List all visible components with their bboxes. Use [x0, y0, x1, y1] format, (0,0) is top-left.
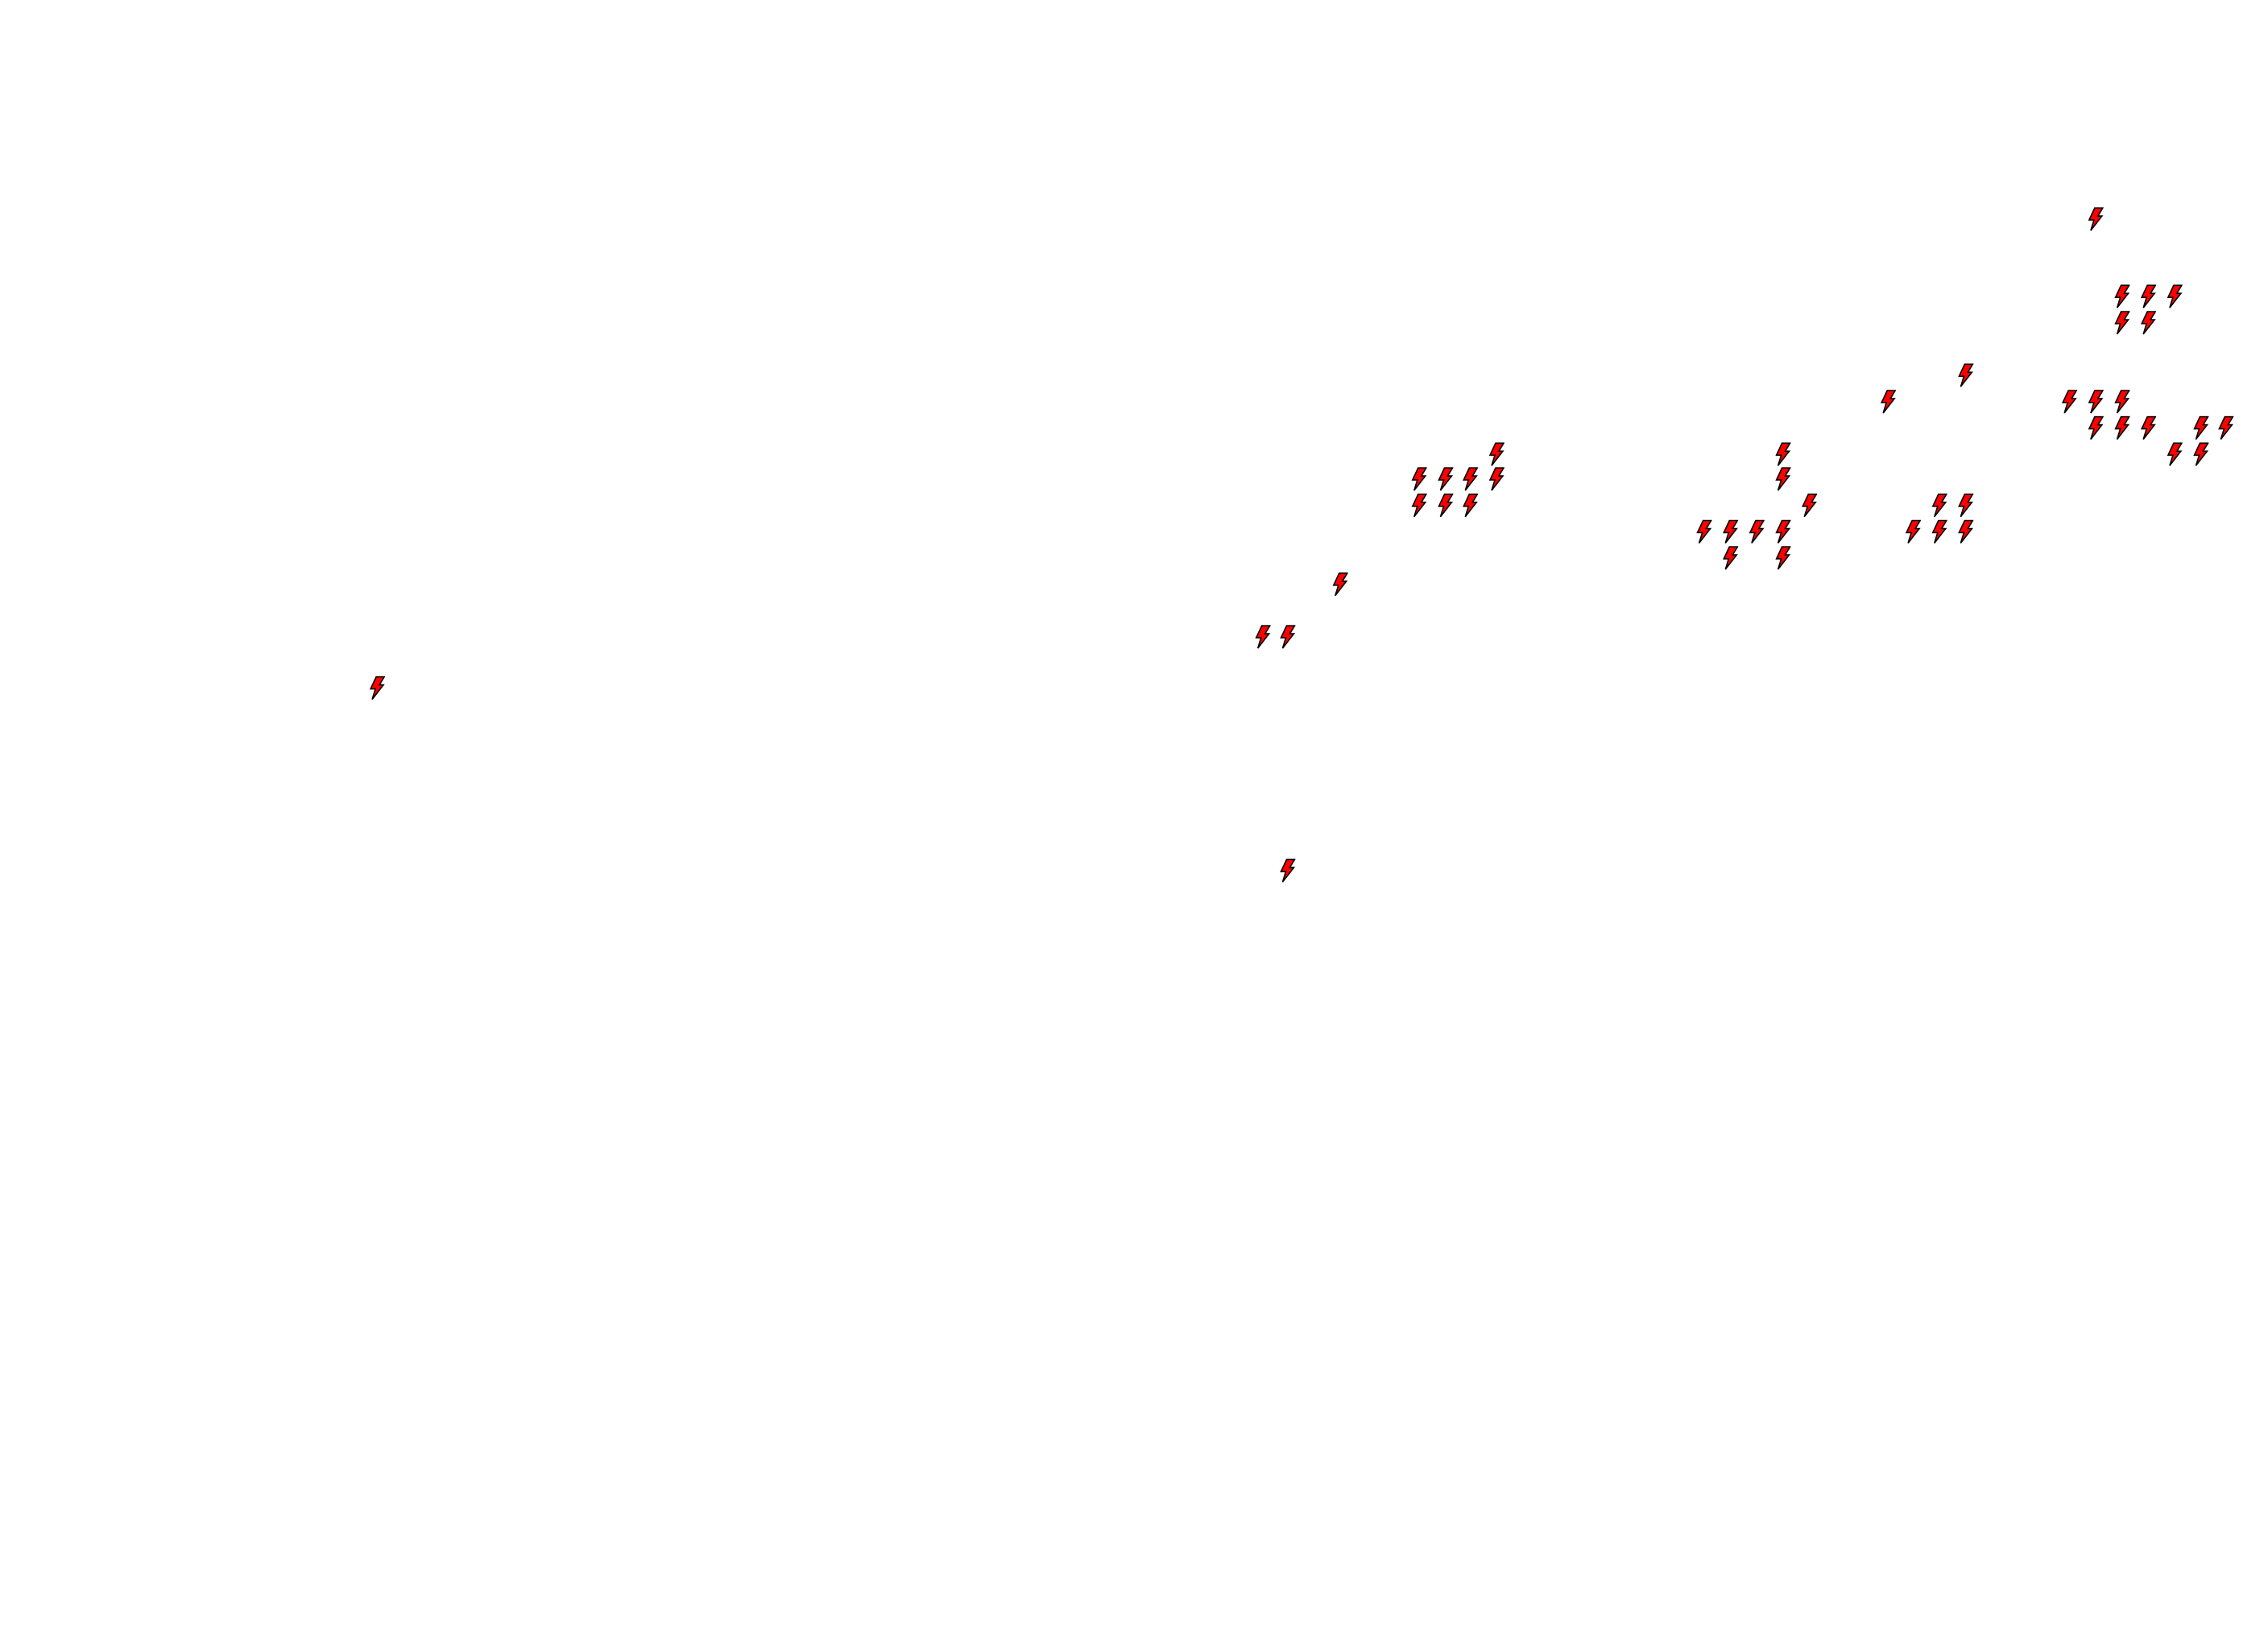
lightning-bolt-icon[interactable]	[2141, 415, 2156, 440]
lightning-bolt-icon[interactable]	[1723, 546, 1739, 570]
lightning-bolt-icon[interactable]	[1775, 442, 1791, 467]
lightning-bolt-icon[interactable]	[1463, 467, 1479, 491]
lightning-markers-layer	[370, 207, 2234, 883]
lightning-bolt-icon[interactable]	[2193, 442, 2209, 467]
lightning-bolt-icon[interactable]	[1438, 493, 1454, 518]
lightning-bolt-icon[interactable]	[2088, 207, 2104, 232]
lightning-bolt-icon[interactable]	[2062, 390, 2077, 414]
lightning-bolt-icon[interactable]	[1280, 858, 1296, 883]
lightning-bolt-icon[interactable]	[1333, 572, 1348, 597]
lightning-bolt-icon[interactable]	[2114, 415, 2130, 440]
lightning-bolt-icon[interactable]	[1463, 493, 1479, 518]
lightning-bolt-icon[interactable]	[1775, 467, 1791, 491]
lightning-bolt-icon[interactable]	[2141, 284, 2156, 309]
lightning-bolt-icon[interactable]	[1255, 625, 1271, 649]
lightning-bolt-icon[interactable]	[1958, 493, 1974, 518]
lightning-bolt-icon[interactable]	[1802, 493, 1818, 518]
lightning-bolt-icon[interactable]	[1958, 519, 1974, 544]
lightning-bolt-icon[interactable]	[1723, 519, 1739, 544]
lightning-bolt-icon[interactable]	[1775, 519, 1791, 544]
lightning-bolt-icon[interactable]	[1958, 363, 1974, 388]
lightning-bolt-icon[interactable]	[2114, 284, 2130, 309]
lightning-bolt-icon[interactable]	[1489, 467, 1504, 491]
lightning-bolt-icon[interactable]	[2218, 415, 2234, 440]
lightning-bolt-icon[interactable]	[2114, 390, 2130, 414]
lightning-bolt-icon[interactable]	[2141, 311, 2156, 335]
lightning-bolt-icon[interactable]	[1280, 625, 1296, 649]
lightning-bolt-icon[interactable]	[2114, 311, 2130, 335]
lightning-bolt-icon[interactable]	[1881, 390, 1896, 414]
lightning-bolt-icon[interactable]	[1438, 467, 1454, 491]
lightning-bolt-icon[interactable]	[2167, 284, 2183, 309]
lightning-bolt-icon[interactable]	[1696, 519, 1712, 544]
lightning-bolt-icon[interactable]	[2088, 415, 2104, 440]
lightning-bolt-icon[interactable]	[1489, 442, 1504, 467]
lightning-bolt-icon[interactable]	[1775, 546, 1791, 570]
lightning-bolt-icon[interactable]	[370, 676, 385, 701]
lightning-bolt-icon[interactable]	[1932, 493, 1947, 518]
lightning-bolt-icon[interactable]	[1412, 493, 1427, 518]
lightning-bolt-icon[interactable]	[1906, 519, 1921, 544]
lightning-bolt-icon[interactable]	[1749, 519, 1765, 544]
lightning-bolt-icon[interactable]	[1412, 467, 1427, 491]
lightning-bolt-icon[interactable]	[2167, 442, 2183, 467]
lightning-bolt-icon[interactable]	[2193, 415, 2209, 440]
lightning-bolt-icon[interactable]	[1932, 519, 1947, 544]
lightning-bolt-icon[interactable]	[2088, 390, 2104, 414]
